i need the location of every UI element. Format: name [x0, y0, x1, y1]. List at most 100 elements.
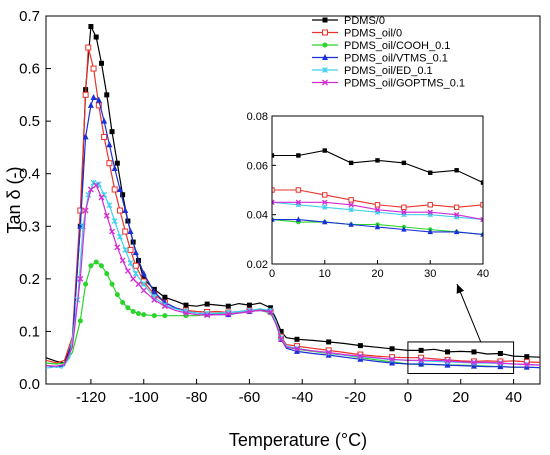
data-point-pdms-oil-cooh-0-1: [77, 318, 83, 324]
data-point-pdms-oil-goptms-0-1: [523, 361, 530, 368]
y-tick-label: 0.1: [19, 323, 40, 340]
y-tick-label: 0.6: [19, 61, 40, 78]
y-tick-label: 0.2: [19, 271, 40, 288]
inset-x-tick-label: 0: [269, 268, 275, 280]
data-point-pdms-oil-vtms-0-1: [127, 228, 134, 235]
legend-marker-pdms-oil-goptms-0-1: [322, 79, 328, 86]
data-point-pdms-oil-goptms-0-1: [93, 182, 100, 189]
inset-data-point-pdms-0: [322, 148, 327, 153]
data-point-pdms-oil-goptms-0-1: [470, 359, 477, 366]
y-tick-label: 0.4: [19, 166, 40, 183]
data-point-pdms-0: [114, 160, 120, 166]
data-point-pdms-oil-0: [90, 65, 97, 72]
legend-label-pdms-oil-0: PDMS_oil/0: [344, 28, 402, 40]
inset-data-point-pdms-oil-goptms-0-1: [453, 212, 460, 218]
data-point-pdms-0: [120, 192, 126, 198]
data-point-pdms-oil-goptms-0-1: [98, 194, 105, 201]
data-point-pdms-oil-0: [106, 160, 113, 167]
data-point-pdms-oil-0: [122, 228, 129, 235]
data-point-pdms-oil-cooh-0-1: [130, 308, 136, 314]
data-point-pdms-0: [268, 305, 274, 311]
data-point-pdms-0: [418, 347, 424, 353]
data-point-pdms-oil-cooh-0-1: [93, 259, 99, 265]
y-tick-label: 0.7: [19, 8, 40, 25]
inset-y-tick-label: 0.04: [247, 210, 268, 222]
data-point-pdms-0: [93, 34, 99, 40]
data-point-pdms-oil-0: [111, 186, 118, 193]
data-point-pdms-oil-vtms-0-1: [132, 249, 139, 256]
data-point-pdms-oil-0: [77, 207, 84, 214]
data-point-pdms-0: [278, 328, 284, 334]
data-point-pdms-oil-cooh-0-1: [109, 281, 115, 287]
legend-label-pdms-0: PDMS/0: [344, 15, 385, 27]
data-point-pdms-0: [162, 294, 168, 300]
data-point-pdms-oil-vtms-0-1: [444, 361, 451, 368]
x-tick-label: 0: [404, 389, 412, 406]
data-point-pdms-oil-goptms-0-1: [294, 345, 300, 352]
data-point-pdms-oil-ed-0-1: [140, 281, 147, 288]
inset-data-point-pdms-oil-0: [427, 202, 433, 208]
data-point-pdms-oil-vtms-0-1: [90, 93, 97, 100]
data-point-pdms-oil-cooh-0-1: [162, 313, 168, 319]
data-point-pdms-oil-0: [132, 262, 139, 269]
inset-data-point-pdms-oil-vtms-0-1: [348, 221, 354, 227]
y-tick-label: 0.3: [19, 218, 40, 235]
inset-data-point-pdms-oil-vtms-0-1: [272, 216, 275, 222]
inset-data-point-pdms-oil-goptms-0-1: [348, 202, 354, 208]
data-point-pdms-oil-goptms-0-1: [77, 275, 84, 282]
y-tick-label: 0.0: [19, 376, 40, 393]
x-tick-label: -80: [186, 389, 208, 406]
inset-data-point-pdms-oil-ed-0-1: [348, 207, 354, 213]
data-point-pdms-oil-goptms-0-1: [82, 207, 89, 214]
data-point-pdms-oil-cooh-0-1: [151, 313, 157, 319]
legend-label-pdms-oil-cooh-0-1: PDMS_oil/COOH_0.1: [344, 40, 450, 52]
inset-data-point-pdms-0: [296, 153, 301, 158]
data-point-pdms-oil-vtms-0-1: [418, 360, 425, 367]
zoom-arrowhead: [456, 284, 465, 294]
data-point-pdms-oil-vtms-0-1: [95, 96, 102, 103]
inset-data-point-pdms-0: [480, 180, 483, 185]
data-point-pdms-oil-goptms-0-1: [183, 310, 189, 316]
inset-data-point-pdms-oil-vtms-0-1: [453, 228, 460, 235]
data-point-pdms-oil-goptms-0-1: [135, 281, 142, 288]
data-point-pdms-0: [497, 351, 503, 357]
inset-data-point-pdms-0: [272, 153, 275, 158]
data-point-pdms-oil-cooh-0-1: [114, 292, 120, 298]
inset-y-tick-label: 0.08: [247, 111, 268, 123]
legend-label-pdms-oil-goptms-0-1: PDMS_oil/GOPTMS_0.1: [344, 78, 465, 90]
inset-data-point-pdms-oil-vtms-0-1: [295, 216, 302, 222]
series-line-pdms-oil-goptms-0-1: [46, 184, 540, 367]
inset-data-point-pdms-oil-0: [374, 202, 381, 208]
inset-data-point-pdms-oil-goptms-0-1: [401, 209, 407, 215]
main-series-group: [46, 24, 540, 370]
inset-data-point-pdms-oil-0: [401, 204, 407, 210]
data-point-pdms-0: [109, 129, 115, 135]
data-point-pdms-oil-ed-0-1: [127, 260, 134, 267]
data-point-pdms-oil-goptms-0-1: [119, 257, 126, 264]
data-point-pdms-oil-vtms-0-1: [111, 164, 118, 171]
inset-data-point-pdms-oil-vtms-0-1: [480, 231, 483, 237]
inset-data-point-pdms-oil-goptms-0-1: [374, 207, 381, 213]
inset-data-point-pdms-oil-0: [322, 192, 328, 198]
series-line-pdms-oil-ed-0-1: [46, 181, 540, 369]
data-point-pdms-oil-vtms-0-1: [106, 141, 113, 148]
inset-data-point-pdms-oil-0: [272, 187, 275, 193]
data-point-pdms-oil-vtms-0-1: [293, 347, 300, 354]
data-point-pdms-oil-cooh-0-1: [120, 300, 126, 306]
data-point-pdms-oil-cooh-0-1: [135, 311, 141, 317]
data-point-pdms-oil-cooh-0-1: [104, 271, 110, 277]
x-tick-label: -60: [239, 389, 261, 406]
inset-y-tick-label: 0.02: [247, 259, 268, 271]
main-axis-ticks: -120 -100 -80 -60 -40 -20 0 20 40 0.0 0.1 0.2 0.3 0.4…: [19, 8, 522, 406]
data-point-pdms-oil-vtms-0-1: [497, 363, 504, 370]
data-point-pdms-oil-0: [101, 133, 108, 140]
data-point-pdms-0: [294, 336, 300, 342]
y-tick-label: 0.5: [19, 113, 40, 130]
data-point-pdms-0: [225, 303, 231, 309]
data-point-pdms-oil-0: [82, 91, 89, 98]
x-tick-label: 20: [452, 389, 469, 406]
data-point-pdms-oil-vtms-0-1: [140, 270, 147, 277]
inset-data-point-pdms-0: [375, 158, 380, 163]
x-axis-title: Temperature (°C): [229, 430, 367, 450]
